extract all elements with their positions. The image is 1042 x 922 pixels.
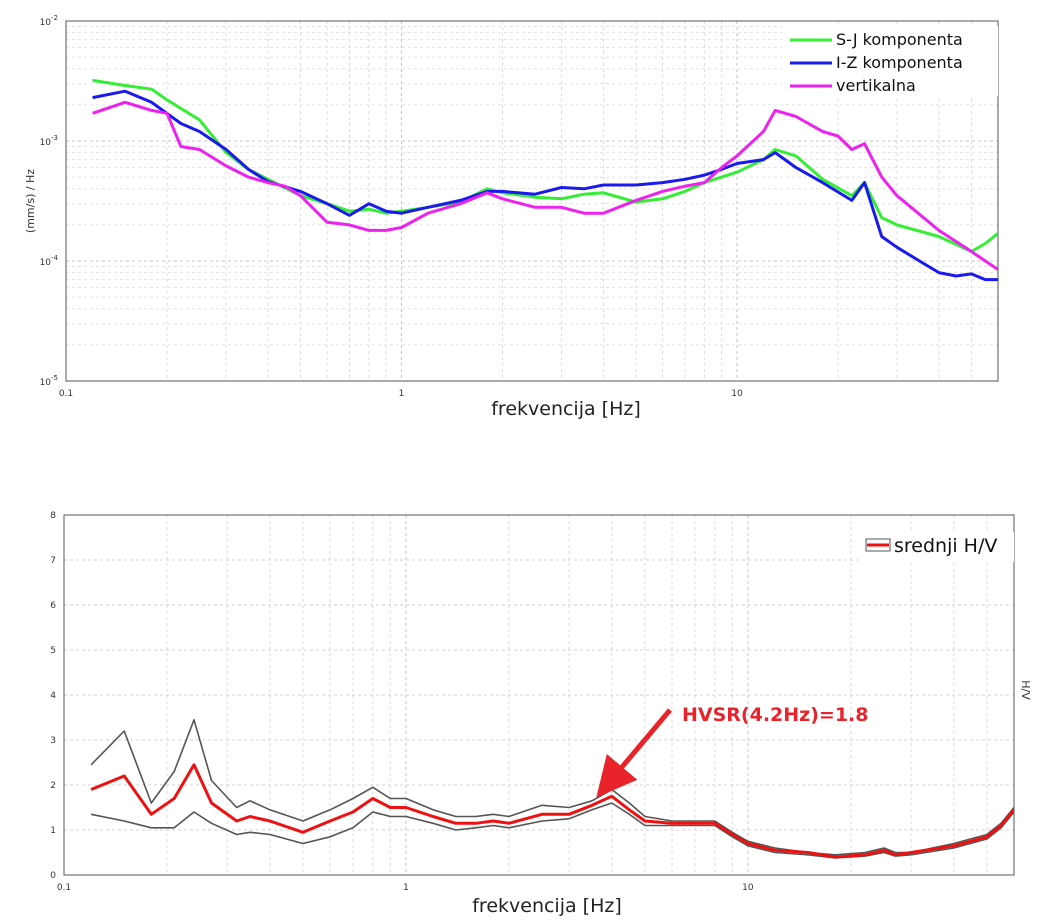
hv-legend-swatch-frame [865, 538, 891, 552]
y-tick-label: 3 [50, 736, 56, 746]
y-tick-label: 7 [50, 556, 56, 566]
y-tick-base: 10 [40, 258, 52, 268]
spectra-axes-frame [65, 20, 999, 382]
hv-legend-box [858, 532, 1014, 562]
series-line-i-z-komponenta [92, 89, 998, 282]
x-tick-label: 10 [742, 883, 754, 893]
y-tick-label: 10-3 [40, 134, 58, 148]
y-tick-label: 8 [50, 511, 56, 521]
y-tick-label: 5 [50, 646, 56, 656]
spectra-series [92, 78, 998, 282]
legend-label: I-Z komponenta [836, 53, 963, 72]
y-tick-exponent: -5 [51, 374, 58, 382]
series-line-vertikalna [92, 100, 998, 271]
spectra-legend-box [782, 26, 998, 96]
x-tick-label: 0.1 [59, 389, 73, 399]
hv-series [90, 719, 1014, 859]
y-tick-label: 4 [50, 691, 56, 701]
y-tick-label: 2 [50, 781, 56, 791]
hv-y-axis-label: H/V [1019, 680, 1032, 700]
y-tick-base: 10 [40, 18, 52, 28]
legend-label: S-J komponenta [836, 30, 963, 49]
x-tick-label: 1 [403, 883, 409, 893]
hv-legend: srednji H/V [858, 532, 1014, 562]
annotation-text: HVSR(4.2Hz)=1.8 [682, 704, 868, 726]
y-tick-exponent: -4 [51, 254, 59, 262]
y-tick-exponent: -3 [51, 134, 58, 142]
y-tick-exponent: -2 [51, 14, 58, 22]
y-tick-base: 10 [40, 378, 52, 388]
legend-label: vertikalna [836, 76, 916, 95]
hv-axes-frame [63, 514, 1015, 876]
spectra-x-ticks: 0.1 1 10 [59, 389, 743, 399]
y-tick-label: 0 [50, 871, 56, 881]
hv-legend-label: srednji H/V [894, 535, 997, 557]
y-tick-label: 10-5 [40, 374, 58, 388]
annotation-arrow [596, 708, 672, 798]
y-tick-label: 10-4 [40, 254, 59, 268]
x-tick-label: 1 [399, 389, 405, 399]
x-tick-label: 0.1 [57, 883, 71, 893]
spectra-y-ticks: 10-210-310-410-5 [40, 14, 59, 388]
spectra-legend: S-J komponenta I-Z komponenta vertikalna [782, 26, 998, 96]
y-tick-base: 10 [40, 138, 52, 148]
spectra-y-axis-label: (mm/s) / Hz [24, 169, 37, 233]
x-tick-label: 10 [731, 389, 743, 399]
y-tick-label: 6 [50, 601, 56, 611]
hv-ratio-chart: 0.1 1 10 0 1 2 3 4 5 6 7 8 frekvencija [Hz] H/V sr… [50, 511, 1032, 917]
y-tick-label: 10-2 [40, 14, 58, 28]
spectra-x-axis-label: frekvencija [Hz] [491, 398, 641, 420]
series-line-band-0 [90, 719, 1014, 856]
hv-y-ticks: 0 1 2 3 4 5 6 7 8 [50, 511, 56, 881]
hv-x-ticks: 0.1 1 10 [57, 883, 754, 893]
hv-x-axis-label: frekvencija [Hz] [472, 895, 622, 917]
series-line-srednji-h-v [90, 763, 1014, 859]
hv-grid [63, 514, 1015, 876]
spectra-chart: 0.1 1 10 10-210-310-410-5 frekvencija [Hz]… [24, 14, 999, 420]
hv-annotation: HVSR(4.2Hz)=1.8 [596, 704, 868, 798]
y-tick-label: 1 [50, 826, 56, 836]
